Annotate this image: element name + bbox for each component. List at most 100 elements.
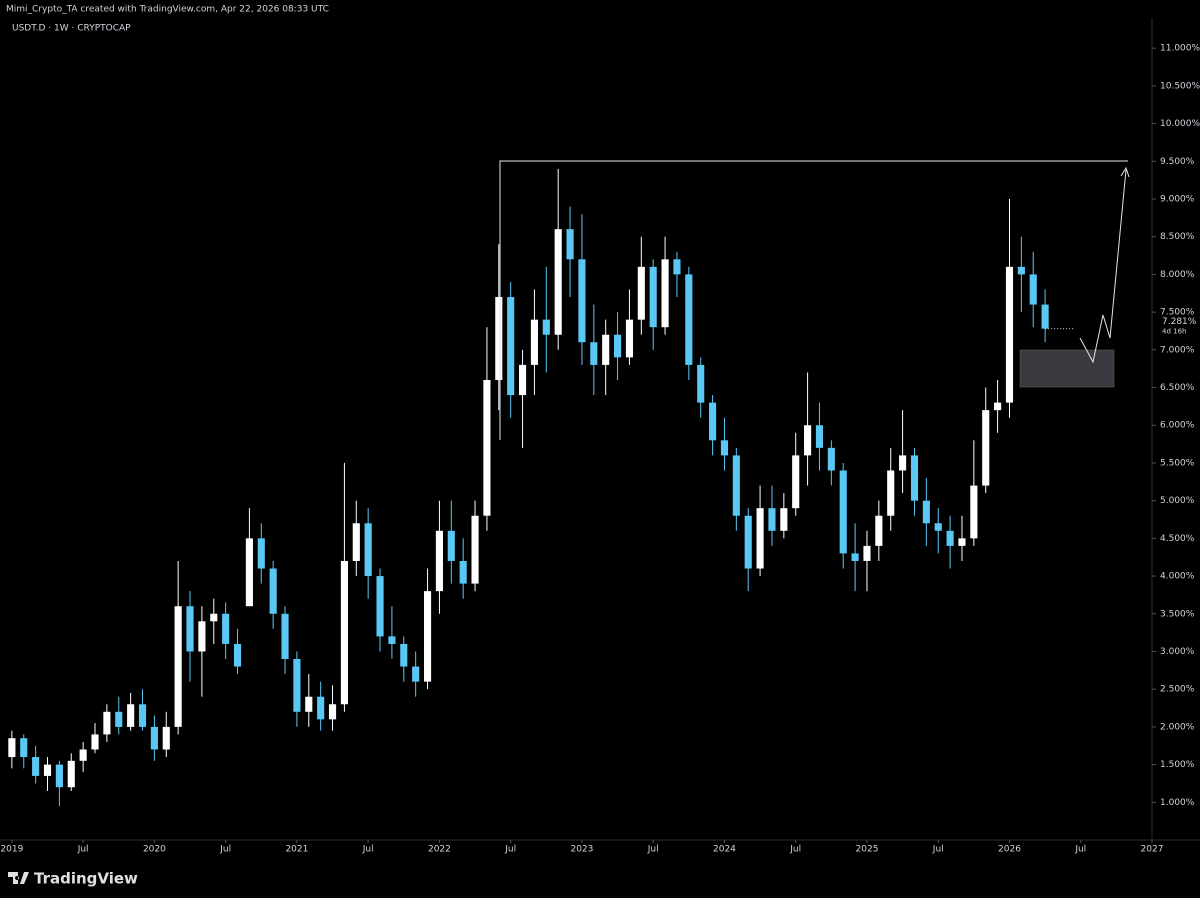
candle-body: [910, 455, 919, 501]
candle-body: [435, 530, 443, 592]
y-tick-label: 3.000%: [1160, 647, 1195, 657]
candle-body: [198, 621, 206, 652]
candle-body: [364, 523, 372, 577]
candle-body: [518, 364, 527, 396]
y-tick-label: 9.000%: [1160, 194, 1195, 204]
candle-body: [150, 726, 158, 750]
candle-body: [471, 515, 479, 584]
y-tick-label: 8.000%: [1160, 270, 1195, 280]
x-tick-label: Jul: [77, 845, 89, 855]
candle-body: [388, 636, 396, 644]
candle-body: [780, 508, 788, 531]
candle-body: [946, 530, 954, 546]
plot-area: [8, 168, 1076, 807]
y-tick-label: 10.500%: [1160, 81, 1200, 91]
x-tick-label: Jul: [504, 845, 516, 855]
candle-body: [352, 523, 360, 561]
candle-body: [1005, 266, 1014, 403]
logo-icon: [8, 872, 29, 884]
x-tick-label: Jul: [647, 845, 659, 855]
candle-body: [566, 229, 574, 260]
candle-body: [614, 334, 622, 358]
candle-body: [376, 576, 384, 637]
x-tick-label: 2025: [856, 845, 879, 855]
candle-body: [115, 711, 123, 727]
candle-body: [495, 297, 503, 380]
candle-body: [20, 738, 28, 758]
candle-body: [958, 538, 966, 546]
candle-body: [174, 606, 182, 727]
y-tick-label: 11.000%: [1160, 44, 1200, 54]
candle-body: [815, 425, 824, 448]
candle-body: [1041, 304, 1049, 329]
candle-body: [43, 764, 52, 776]
candle-body: [91, 734, 99, 750]
x-tick-label: 2026: [998, 845, 1021, 855]
candle-body: [281, 613, 289, 660]
candle-body: [530, 319, 538, 365]
projection-arrow: [1120, 166, 1130, 178]
candle-body: [602, 334, 610, 365]
resistance-line: [499, 160, 1128, 440]
candle-body: [222, 613, 230, 644]
candle-body: [8, 738, 16, 758]
candle-body: [210, 613, 218, 622]
candle-body: [685, 274, 693, 365]
candle-body: [79, 749, 87, 761]
candle-body: [637, 266, 645, 320]
candle-body: [804, 425, 812, 456]
candle-body: [720, 440, 729, 456]
candle-body: [1029, 274, 1037, 305]
candle-body: [590, 342, 598, 365]
candle-body: [697, 364, 705, 403]
candle-body: [649, 266, 657, 328]
x-tick-label: 2022: [428, 845, 451, 855]
candle-body: [32, 757, 40, 776]
candle-body: [412, 666, 420, 682]
candle-body: [625, 319, 634, 358]
x-tick-label: 2021: [285, 845, 308, 855]
brand: TradingView: [34, 870, 138, 888]
candle-body: [55, 764, 63, 788]
candle-body: [673, 259, 681, 275]
candle-body: [257, 538, 265, 569]
y-tick-label: 5.500%: [1160, 458, 1195, 468]
candle-body: [875, 515, 883, 546]
y-tick-label: 6.000%: [1160, 421, 1195, 431]
x-tick-label: 2023: [570, 845, 593, 855]
symbol-title: USDT.D · 1W · CRYPTOCAP: [12, 24, 131, 34]
candle-body: [934, 523, 942, 531]
attribution: Mimi_Crypto_TA created with TradingView.…: [6, 5, 329, 15]
y-tick-label: 3.500%: [1160, 609, 1195, 619]
candle-body: [922, 500, 930, 524]
candle-body: [827, 447, 835, 471]
y-tick-label: 7.500%: [1160, 308, 1195, 318]
candle-body: [162, 726, 170, 750]
candle-body: [67, 760, 75, 788]
candle-body: [554, 229, 562, 335]
candle-body: [103, 711, 111, 735]
candle-body: [970, 485, 978, 539]
axes: 1.000% 1.500% 2.000% 2.500% 3.000% 3.500% 4.00…: [0, 44, 1200, 855]
x-tick-label: Jul: [219, 845, 231, 855]
candle-body: [578, 259, 586, 343]
candle-body: [1017, 266, 1025, 275]
y-tick-label: 1.000%: [1160, 798, 1195, 808]
candle-body: [887, 470, 895, 516]
y-tick-label: 4.000%: [1160, 572, 1195, 582]
y-tick-label: 4.500%: [1160, 534, 1195, 544]
candle-body: [305, 696, 313, 712]
x-tick-label: Jul: [932, 845, 944, 855]
projection-path: [1079, 169, 1127, 364]
candle-body: [269, 568, 277, 614]
candle-body: [483, 379, 491, 516]
candle-body: [340, 560, 348, 705]
candle-body: [127, 704, 135, 727]
candle-body: [899, 455, 907, 471]
candle-body: [328, 704, 337, 720]
candle-body: [709, 402, 717, 441]
x-tick-label: 2024: [713, 845, 736, 855]
candle-body: [317, 696, 325, 720]
candle-body: [507, 297, 515, 396]
